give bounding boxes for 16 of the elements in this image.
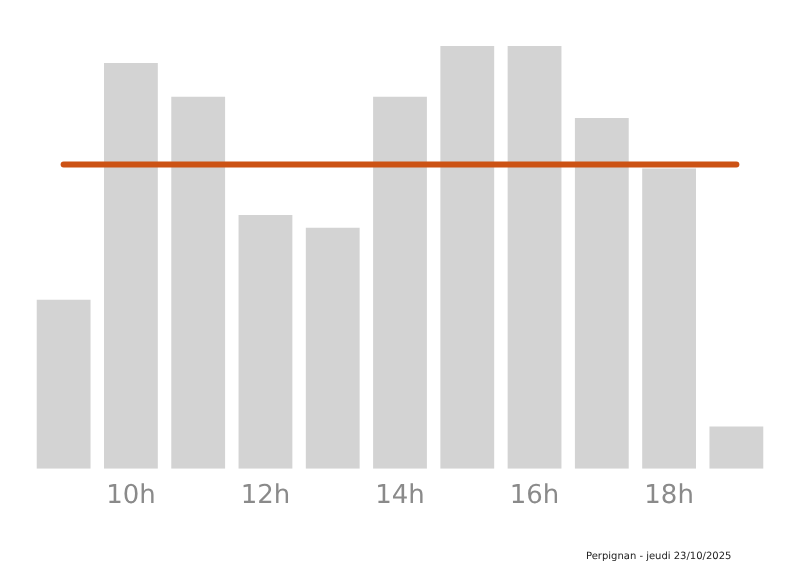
x-tick-label: 12h	[240, 481, 291, 512]
x-tick-label: 16h	[509, 481, 560, 512]
bar	[440, 46, 495, 469]
bar	[238, 215, 293, 469]
x-tick-label: 18h	[644, 481, 694, 512]
bar	[305, 227, 360, 469]
bar	[507, 46, 562, 469]
bar	[642, 168, 696, 469]
bar	[373, 96, 427, 469]
x-tick-label: 10h	[106, 481, 156, 512]
bar	[709, 426, 764, 469]
bar	[574, 117, 629, 469]
bar	[171, 96, 226, 469]
x-tick-label: 14h	[375, 481, 425, 512]
bar	[104, 62, 158, 469]
bar	[36, 299, 91, 469]
